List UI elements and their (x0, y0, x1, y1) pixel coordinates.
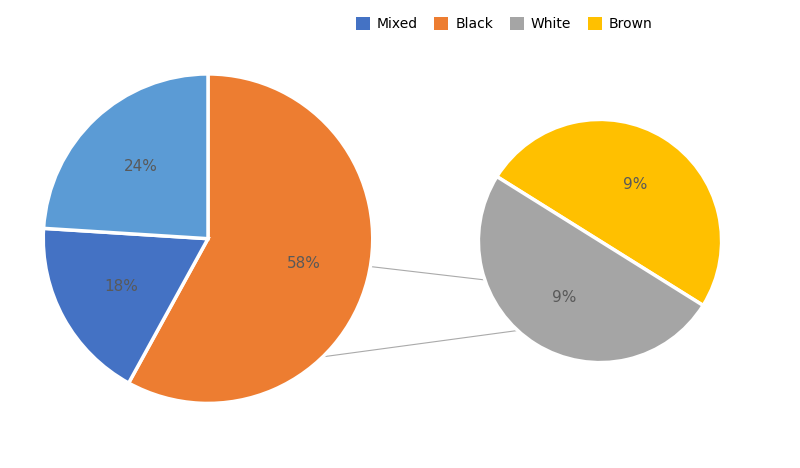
Wedge shape (497, 119, 722, 306)
Text: 9%: 9% (623, 177, 648, 192)
Wedge shape (43, 228, 208, 383)
Legend: Mixed, Black, White, Brown: Mixed, Black, White, Brown (350, 12, 658, 37)
Text: 58%: 58% (286, 256, 321, 271)
Wedge shape (478, 176, 703, 363)
Text: 9%: 9% (552, 290, 577, 305)
Text: 18%: 18% (105, 279, 138, 294)
Wedge shape (129, 74, 373, 403)
Text: 24%: 24% (123, 159, 158, 174)
Wedge shape (43, 74, 208, 239)
